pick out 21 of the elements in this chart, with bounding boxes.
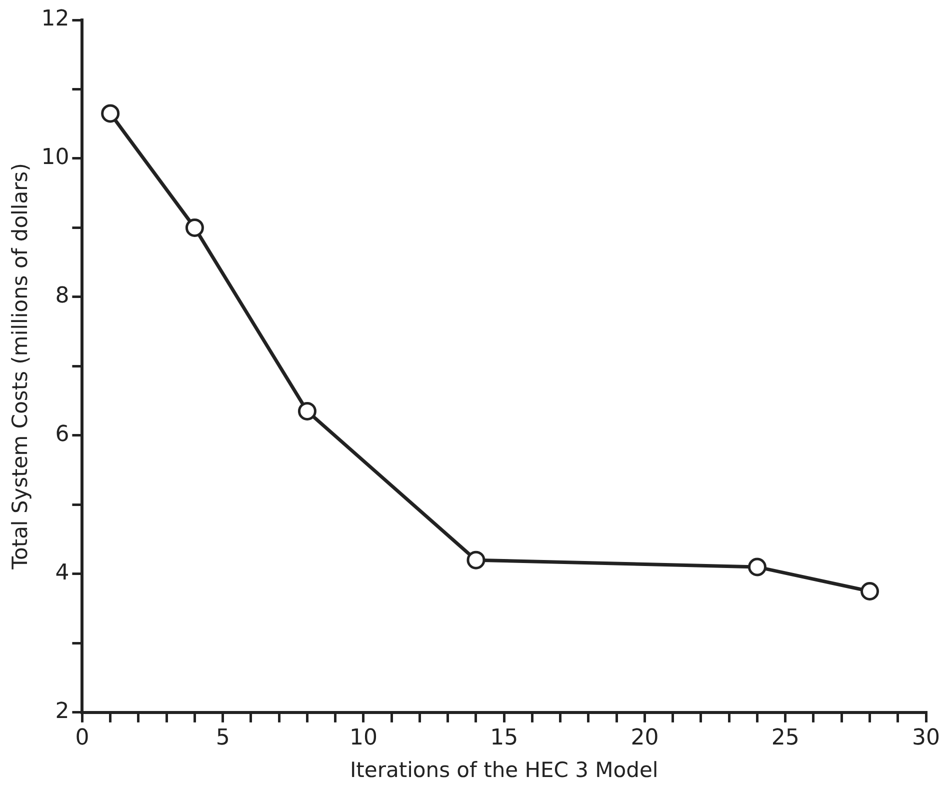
x-axis-title: Iterations of the HEC 3 Model <box>350 758 658 782</box>
point <box>466 550 486 570</box>
point <box>748 558 766 576</box>
x-tick-label: 15 <box>490 725 518 750</box>
y-tick-label: 6 <box>55 422 70 448</box>
x-tick-label: 10 <box>349 725 378 750</box>
x-tick-label: 0 <box>75 725 90 750</box>
y-tick-label: 8 <box>55 284 70 309</box>
y-tick-label: 4 <box>55 560 70 586</box>
y-tick-label: 2 <box>55 699 70 724</box>
x-tick-label: 25 <box>771 725 800 750</box>
point <box>860 582 879 600</box>
point <box>101 104 120 123</box>
y-tick-label: 10 <box>41 145 70 170</box>
x-tick-label: 30 <box>912 725 940 750</box>
x-tick-label: 20 <box>630 725 659 750</box>
x-tick-label: 5 <box>216 725 230 750</box>
y-tick-label: 12 <box>41 6 70 32</box>
point <box>185 218 204 237</box>
point <box>298 402 316 420</box>
y-axis-title: Total System Costs (millions of dollars) <box>8 163 32 570</box>
